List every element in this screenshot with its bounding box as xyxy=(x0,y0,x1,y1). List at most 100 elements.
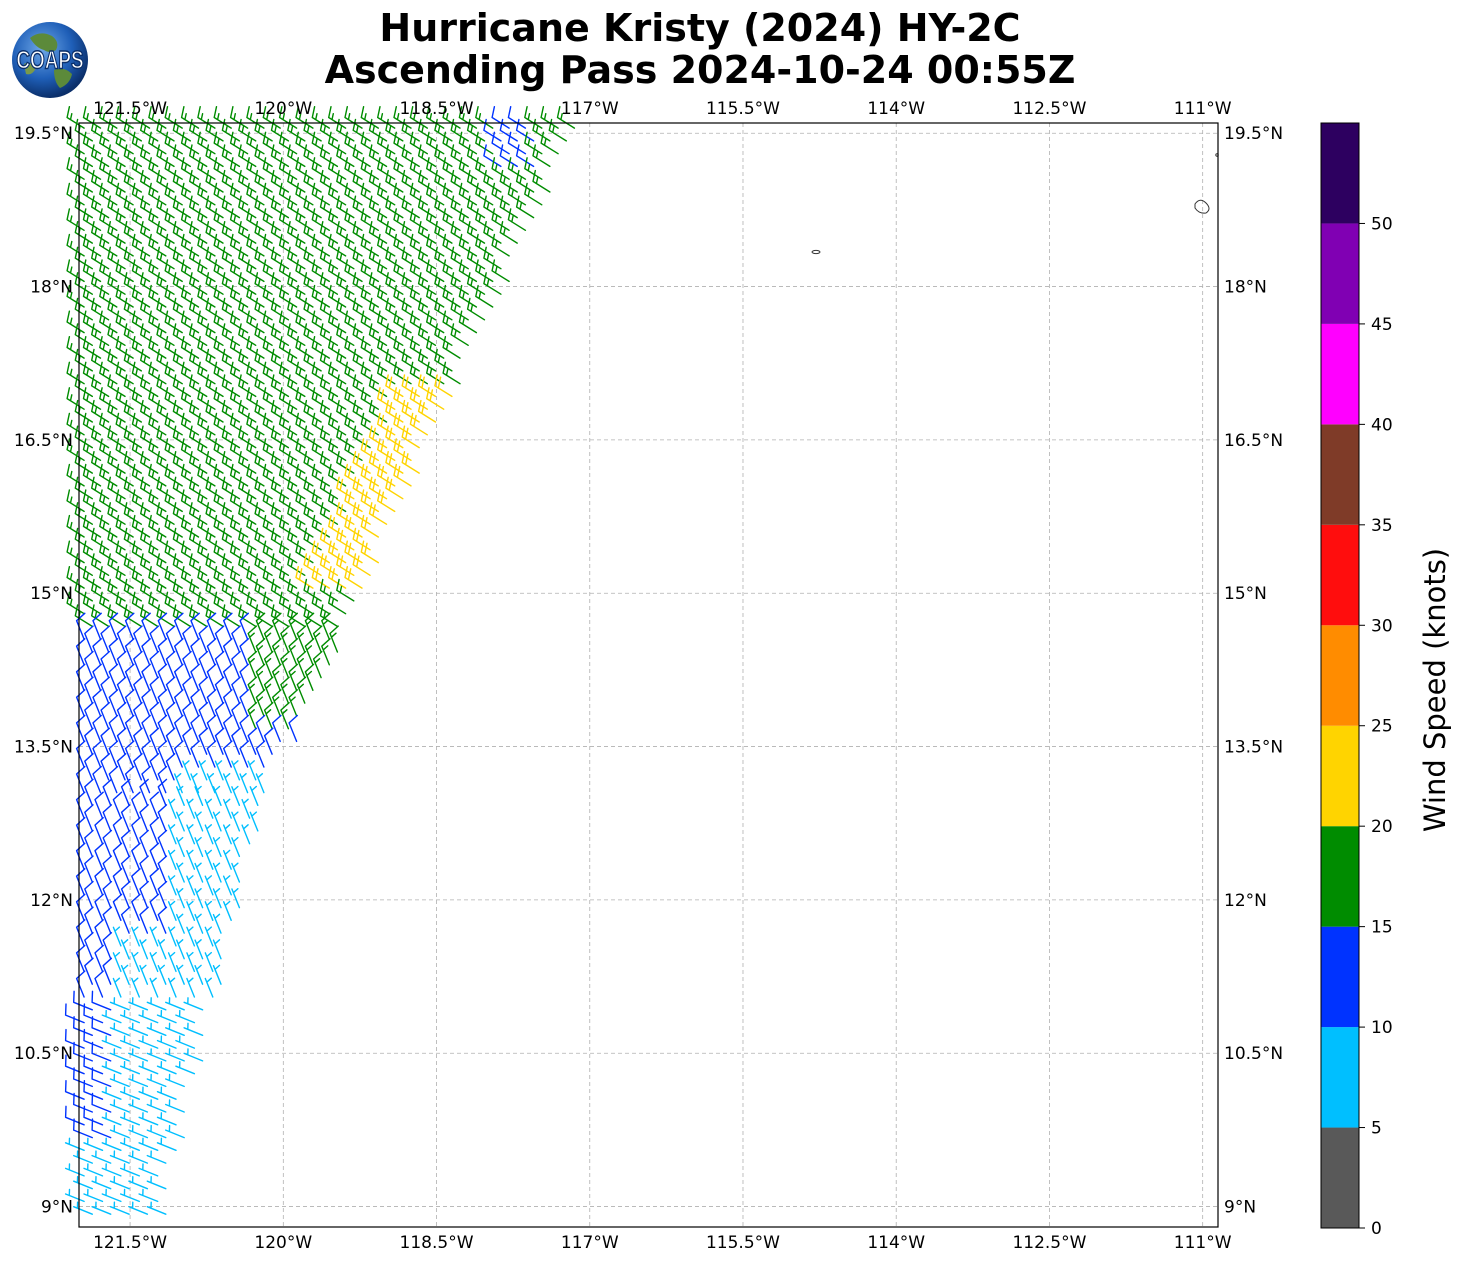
wind-barb xyxy=(99,566,118,589)
wind-barb xyxy=(328,387,347,410)
wind-barb xyxy=(164,284,183,308)
lon-tick-label-top: 118.5°W xyxy=(400,99,474,119)
logo-text: COAPS xyxy=(16,46,83,74)
wind-barb xyxy=(393,412,412,436)
wind-barb xyxy=(303,604,322,628)
wind-barb xyxy=(303,451,322,474)
wind-barb xyxy=(189,221,208,244)
wind-barb xyxy=(221,144,241,168)
wind-barb xyxy=(262,208,281,231)
wind-barb xyxy=(180,233,200,257)
wind-barb xyxy=(140,246,159,270)
wind-barb xyxy=(164,310,183,334)
wind-barb xyxy=(223,773,232,794)
wind-barb xyxy=(434,221,453,244)
wind-barb xyxy=(212,785,222,806)
wind-barb xyxy=(204,900,214,921)
wind-barb xyxy=(183,1022,204,1036)
wind-barb xyxy=(344,463,363,487)
wind-barb xyxy=(66,284,85,308)
colorbar-tick-label: 25 xyxy=(1371,717,1393,737)
wind-barb xyxy=(107,553,126,576)
wind-barb xyxy=(223,849,232,870)
wind-barb xyxy=(246,566,265,589)
wind-barb xyxy=(328,284,347,308)
wind-barb xyxy=(246,463,265,487)
wind-barb xyxy=(189,604,208,628)
wind-barb xyxy=(74,425,93,449)
wind-barb xyxy=(377,336,396,359)
wind-barb xyxy=(368,451,388,474)
wind-barb xyxy=(131,926,140,947)
wind-barb xyxy=(131,514,151,538)
wind-barb xyxy=(82,284,102,308)
wind-barb xyxy=(84,778,94,806)
wind-barb xyxy=(311,361,330,385)
wind-barb xyxy=(82,336,102,359)
wind-barb xyxy=(172,221,191,244)
wind-barb xyxy=(295,489,314,513)
wind-barb xyxy=(401,246,420,270)
wind-barb xyxy=(204,798,214,819)
wind-barb xyxy=(270,374,290,398)
wind-barb xyxy=(148,540,167,564)
wind-barb xyxy=(156,246,175,270)
wind-barb xyxy=(303,272,322,295)
wind-barb xyxy=(287,169,306,193)
lon-tick-label-bottom: 112.5°W xyxy=(1012,1233,1086,1253)
wind-barb xyxy=(263,727,274,755)
wind-barb xyxy=(91,1067,112,1088)
wind-barb xyxy=(172,578,191,602)
wind-barb xyxy=(189,195,208,219)
wind-barb xyxy=(336,527,355,551)
wind-barb xyxy=(515,195,535,219)
wind-barb xyxy=(524,182,543,206)
wind-barb xyxy=(450,323,469,346)
wind-barb xyxy=(409,361,428,385)
wind-barb xyxy=(83,1188,104,1203)
wind-barb xyxy=(128,1201,149,1215)
wind-barb xyxy=(409,336,428,359)
wind-barb xyxy=(176,939,185,960)
wind-barb xyxy=(223,689,233,717)
wind-barb xyxy=(263,676,274,704)
wind-barb xyxy=(157,689,168,717)
wind-barb xyxy=(401,144,420,168)
wind-barb xyxy=(393,259,412,283)
wind-barb xyxy=(172,425,191,449)
colorbar-bin xyxy=(1321,524,1359,626)
wind-barb xyxy=(131,540,151,564)
wind-barb xyxy=(157,714,168,743)
wind-barb xyxy=(84,829,94,858)
lon-tick-label-bottom: 111°W xyxy=(1174,1233,1232,1253)
wind-barb xyxy=(360,463,379,487)
wind-barb xyxy=(352,195,371,219)
wind-barb xyxy=(278,463,298,487)
wind-barb xyxy=(165,702,176,730)
wind-barb xyxy=(336,297,355,321)
wind-barb xyxy=(409,387,428,410)
wind-barb xyxy=(164,540,183,564)
wind-barb xyxy=(368,169,388,193)
wind-barb xyxy=(270,144,290,168)
wind-barb xyxy=(213,157,232,180)
wind-barb xyxy=(377,489,396,513)
wind-barb xyxy=(115,233,134,257)
wind-barb xyxy=(287,297,306,321)
wind-barb xyxy=(278,540,298,564)
wind-barb xyxy=(368,374,388,398)
wind-barb xyxy=(157,663,168,691)
wind-barb xyxy=(116,650,127,679)
wind-barb xyxy=(102,880,113,909)
wind-barb xyxy=(116,676,127,704)
wind-barb xyxy=(231,676,241,704)
wind-barb xyxy=(123,502,142,525)
wind-barb xyxy=(146,1022,167,1036)
wind-barb xyxy=(140,374,159,398)
wind-barb xyxy=(295,131,314,155)
wind-barb xyxy=(213,208,232,231)
wind-barb xyxy=(336,169,355,193)
wind-barb xyxy=(108,663,119,691)
wind-barb xyxy=(262,310,281,334)
wind-barb xyxy=(254,348,273,372)
